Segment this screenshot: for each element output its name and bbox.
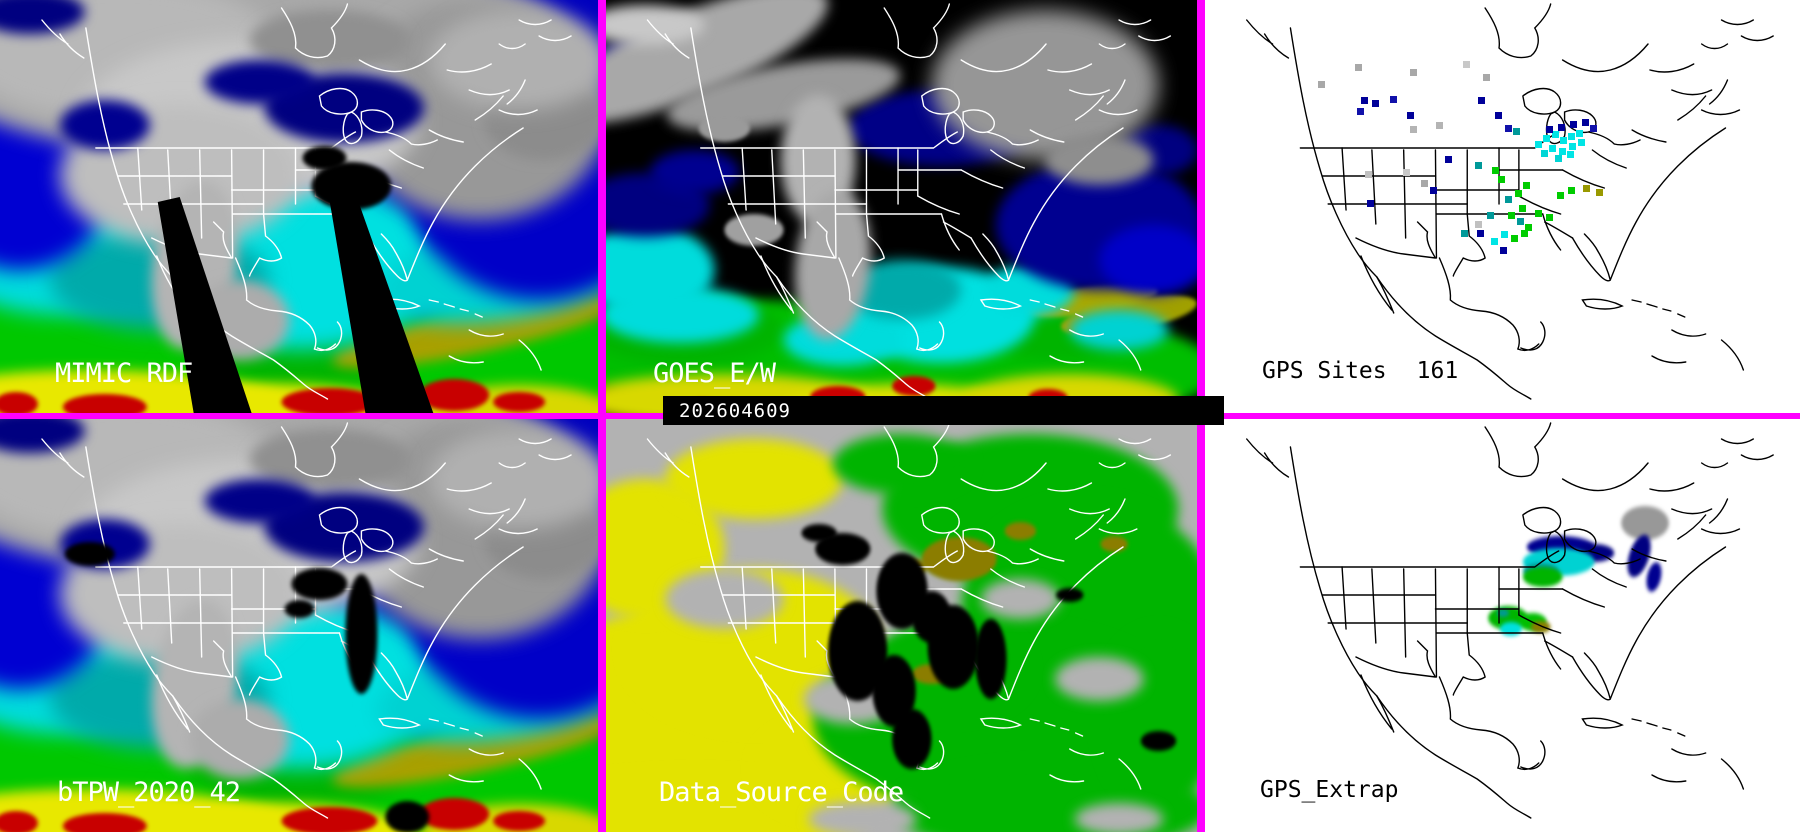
panel-btpw[interactable]: bTPW_2020_42 [0, 419, 598, 832]
gps-site-dot [1390, 96, 1397, 103]
gps-site-dot [1501, 231, 1508, 238]
gps-extrap-label: GPS_Extrap [1260, 777, 1399, 803]
gps-site-dot [1555, 155, 1562, 162]
gps-site-dot [1567, 151, 1574, 158]
satellite-gap-swath [327, 182, 434, 413]
gps-site-dot [1576, 130, 1583, 137]
gps-site-dot [1403, 169, 1410, 176]
gps-site-dot [1491, 238, 1498, 245]
gps-site-dot [1421, 180, 1428, 187]
panel-gps-sites[interactable]: GPS Sites 161 [1205, 0, 1800, 413]
btpw-satellite-image [0, 419, 598, 832]
gps-site-dot [1505, 196, 1512, 203]
gps-site-dot [1365, 171, 1372, 178]
gps-site-dot [1568, 133, 1575, 140]
goes-ew-label: GOES_E/W [653, 358, 776, 389]
gps-site-dot [1569, 143, 1576, 150]
gps-site-dot [1463, 61, 1470, 68]
mimic-satellite-image [0, 0, 598, 413]
gps-site-dot [1410, 69, 1417, 76]
data-source-code-label: Data_Source_Code [659, 777, 904, 808]
gps-site-dot [1535, 210, 1542, 217]
gps-site-dot [1487, 212, 1494, 219]
gps-site-dot [1582, 119, 1589, 126]
gps-site-dot [1372, 100, 1379, 107]
gps-site-dot [1521, 230, 1528, 237]
panel-goes-ew[interactable]: GOES_E/W [606, 0, 1197, 413]
gps-site-dot [1596, 189, 1603, 196]
gps-site-dot [1477, 230, 1484, 237]
gps-site-dot [1492, 167, 1499, 174]
gps-site-dot [1519, 205, 1526, 212]
gps-site-dot [1558, 124, 1565, 131]
timestamp-bar: 202604609 [663, 396, 1224, 425]
gps-site-dot [1523, 182, 1530, 189]
data-source-code-map [606, 419, 1197, 832]
gps-site-dot [1498, 176, 1505, 183]
gps-site-dot [1517, 218, 1524, 225]
gps-site-dot [1505, 125, 1512, 132]
gps-site-dot [1495, 112, 1502, 119]
gps-site-dot [1475, 221, 1482, 228]
gps-extrap-map [1205, 419, 1800, 832]
mimic-rdf-label: MIMIC RDF [55, 358, 193, 389]
gps-site-dot [1535, 141, 1542, 148]
timestamp-text: 202604609 [679, 399, 791, 422]
gps-site-dot [1410, 126, 1417, 133]
gps-site-markers [1205, 0, 1800, 413]
panel-data-source-code[interactable]: Data_Source_Code [606, 419, 1197, 832]
gps-sites-label: GPS Sites 161 [1262, 358, 1459, 384]
gps-site-dot [1445, 156, 1452, 163]
gps-site-dot [1552, 131, 1559, 138]
gps-site-dot [1568, 187, 1575, 194]
gps-site-dot [1361, 97, 1368, 104]
satellite-gap-swath [157, 197, 252, 413]
gps-site-dot [1549, 145, 1556, 152]
gps-site-dot [1557, 192, 1564, 199]
gps-sites-count: 161 [1416, 358, 1459, 384]
gps-site-dot [1525, 224, 1532, 231]
gps-site-dot [1541, 150, 1548, 157]
gps-site-dot [1367, 200, 1374, 207]
gps-sites-map [1205, 0, 1800, 413]
gps-site-dot [1508, 212, 1515, 219]
gps-site-dot [1560, 137, 1567, 144]
panel-gps-extrap[interactable]: GPS_Extrap [1205, 419, 1800, 832]
gps-site-dot [1570, 121, 1577, 128]
gps-site-dot [1318, 81, 1325, 88]
gps-site-dot [1500, 247, 1507, 254]
panel-mimic-rdf[interactable]: MIMIC RDF [0, 0, 598, 413]
gps-site-dot [1546, 214, 1553, 221]
btpw-label: bTPW_2020_42 [57, 777, 241, 808]
gps-site-dot [1407, 112, 1414, 119]
gps-site-dot [1430, 187, 1437, 194]
gps-site-dot [1546, 126, 1553, 133]
gps-site-dot [1559, 148, 1566, 155]
gps-site-dot [1513, 128, 1520, 135]
gps-site-dot [1543, 135, 1550, 142]
gps-site-dot [1475, 162, 1482, 169]
gps-site-dot [1583, 185, 1590, 192]
gps-site-dot [1515, 190, 1522, 197]
gps-site-dot [1578, 139, 1585, 146]
gps-site-dot [1483, 74, 1490, 81]
gps-site-dot [1436, 122, 1443, 129]
goes-satellite-image [606, 0, 1197, 413]
gps-site-dot [1461, 230, 1468, 237]
gps-site-dot [1355, 64, 1362, 71]
gps-site-dot [1511, 235, 1518, 242]
gps-site-dot [1357, 108, 1364, 115]
gps-site-dot [1590, 125, 1597, 132]
gps-site-dot [1478, 97, 1485, 104]
